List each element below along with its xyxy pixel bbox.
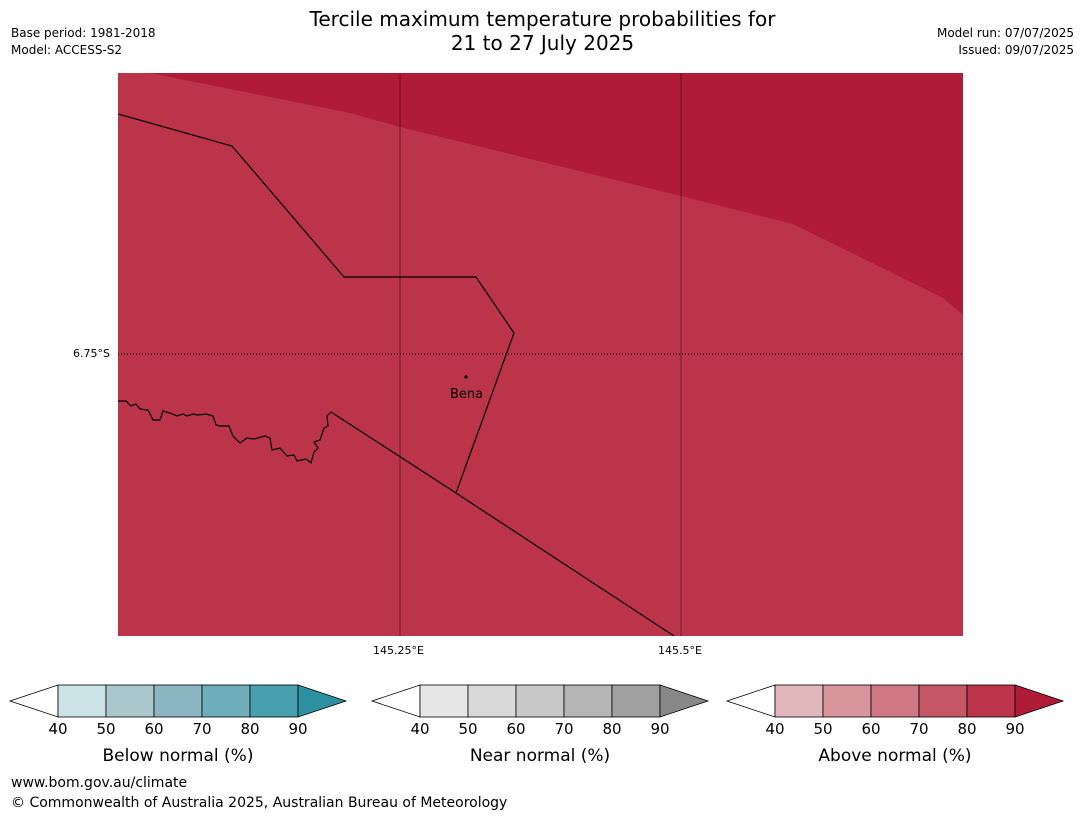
colorbar-segment [105,684,155,718]
colorbar-segment [57,684,107,718]
colorbar-segment [467,684,517,718]
colorbar-high-extend [297,684,348,718]
colorbar-segment [201,684,251,718]
colorbar-tick-label: 60 [506,720,525,738]
footer-url: www.bom.gov.au/climate [11,775,188,791]
lat-tick-label: 6.75°S [73,347,110,360]
colorbar-segment [870,684,920,718]
colorbar-tick-label: 80 [240,720,259,738]
colorbar-segment [822,684,872,718]
colorbar-tick-label: 90 [650,720,669,738]
colorbar-tick-label: 70 [192,720,211,738]
colorbar-tick-label: 40 [48,720,67,738]
model-run-text: Model run: 07/07/2025 [936,26,1074,40]
lon-tick-label-2: 145.5°E [658,644,702,657]
lon-tick-label-1: 145.25°E [373,644,424,657]
colorbar-segment [774,684,824,718]
colorbar-below-normal: 40 50 60 70 80 90 Below normal (%) [0,680,360,770]
colorbar-tick-label: 40 [410,720,429,738]
colorbar-graphic-above: 40 50 60 70 80 90 Above normal (%) [725,684,1065,766]
map-region-above-90 [150,73,963,315]
colorbar-low-extend [370,684,421,718]
town-marker-icon [464,375,468,379]
colorbar-tick-label: 80 [957,720,976,738]
colorbar-tick-label: 90 [1005,720,1024,738]
colorbar-segment [419,684,469,718]
colorbar-segment [918,684,968,718]
issued-text: Issued: 09/07/2025 [958,43,1074,57]
colorbar-high-extend [659,684,710,718]
colorbar-tick-label: 50 [813,720,832,738]
province-border-west [118,400,332,465]
colorbar-segment [249,684,299,718]
colorbar-tick-label: 60 [144,720,163,738]
colorbar-low-extend [725,684,776,718]
colorbar-tick-label: 40 [765,720,784,738]
colorbar-high-extend [1014,684,1065,718]
page-title: Tercile maximum temperature probabilitie… [0,7,1085,55]
colorbar-segment [515,684,565,718]
colorbar-tick-label: 80 [602,720,621,738]
colorbar-above-normal: 40 50 60 70 80 90 Above normal (%) [717,680,1077,770]
colorbar-tick-label: 50 [96,720,115,738]
colorbar-title: Below normal (%) [103,746,254,766]
metadata-right: Model run: 07/07/2025 Issued: 09/07/2025 [937,25,1074,59]
colorbar-segment [966,684,1016,718]
colorbar-title: Near normal (%) [470,746,610,766]
colorbar-graphic-below: 40 50 60 70 80 90 Below normal (%) [8,684,348,766]
colorbar-segment [611,684,661,718]
colorbar-segment [563,684,613,718]
footer-copyright: © Commonwealth of Australia 2025, Austra… [11,795,508,811]
colorbar-tick-label: 50 [458,720,477,738]
title-line-2: 21 to 27 July 2025 [450,31,635,55]
metadata-left: Base period: 1981-2018 Model: ACCESS-S2 [11,25,156,59]
colorbar-tick-label: 70 [554,720,573,738]
province-border-south [330,411,675,636]
colorbar-tick-label: 60 [861,720,880,738]
colorbar-near-normal: 40 50 60 70 80 90 Near normal (%) [362,680,722,770]
colorbar-graphic-near: 40 50 60 70 80 90 Near normal (%) [370,684,710,766]
town-label: Bena [450,387,484,402]
colorbar-segment [153,684,203,718]
base-period-text: Base period: 1981-2018 [11,26,156,40]
colorbar-tick-label: 70 [909,720,928,738]
model-text: Model: ACCESS-S2 [11,43,123,57]
probability-map [118,73,963,636]
colorbar-tick-label: 90 [288,720,307,738]
colorbar-title: Above normal (%) [818,746,971,766]
title-line-1: Tercile maximum temperature probabilitie… [309,7,776,31]
colorbar-low-extend [8,684,59,718]
province-border-north [118,113,515,494]
